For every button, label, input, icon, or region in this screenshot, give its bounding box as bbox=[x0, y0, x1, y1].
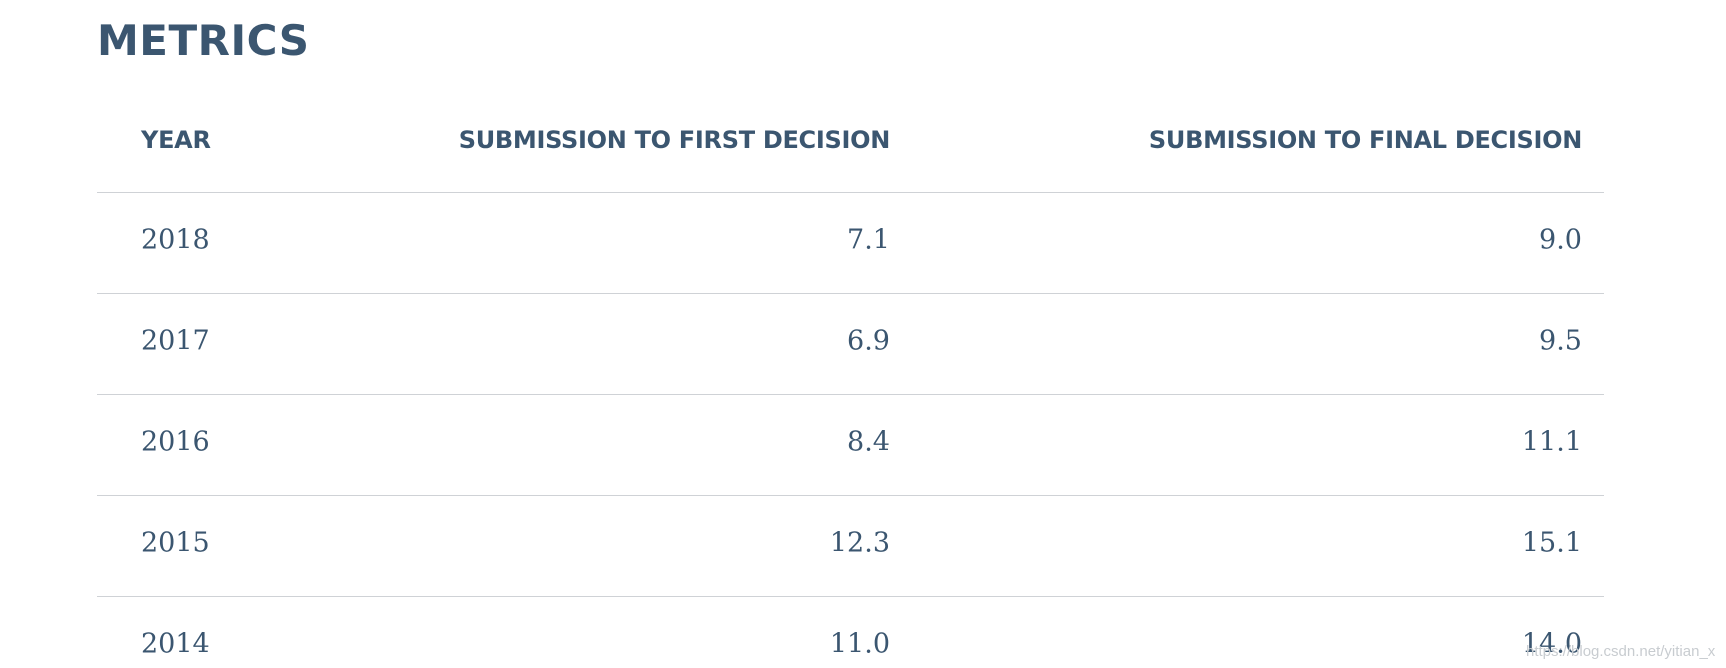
page-title: METRICS bbox=[97, 16, 310, 65]
column-header: SUBMISSION TO FIRST DECISION bbox=[458, 126, 891, 154]
year-cell: 2018 bbox=[141, 224, 210, 256]
row-divider bbox=[97, 394, 1604, 395]
year-cell: 2016 bbox=[141, 426, 210, 458]
value-cell: 8.4 bbox=[847, 426, 890, 458]
value-cell: 11.0 bbox=[829, 628, 890, 660]
value-cell: 14.0 bbox=[1521, 628, 1582, 660]
watermark: https://blog.csdn.net/yitian_x bbox=[1526, 643, 1716, 660]
value-cell: 11.1 bbox=[1521, 426, 1582, 458]
value-cell: 7.1 bbox=[847, 224, 890, 256]
year-cell: 2015 bbox=[141, 527, 210, 559]
row-divider bbox=[97, 192, 1604, 193]
row-divider bbox=[97, 293, 1604, 294]
row-divider bbox=[97, 495, 1604, 496]
year-cell: 2014 bbox=[141, 628, 210, 660]
value-cell: 9.0 bbox=[1539, 224, 1582, 256]
row-divider bbox=[97, 596, 1604, 597]
year-cell: 2017 bbox=[141, 325, 210, 357]
value-cell: 15.1 bbox=[1521, 527, 1582, 559]
value-cell: 12.3 bbox=[829, 527, 890, 559]
column-header: SUBMISSION TO FINAL DECISION bbox=[1148, 126, 1582, 154]
value-cell: 6.9 bbox=[847, 325, 890, 357]
column-header: YEAR bbox=[141, 126, 211, 154]
value-cell: 9.5 bbox=[1539, 325, 1582, 357]
